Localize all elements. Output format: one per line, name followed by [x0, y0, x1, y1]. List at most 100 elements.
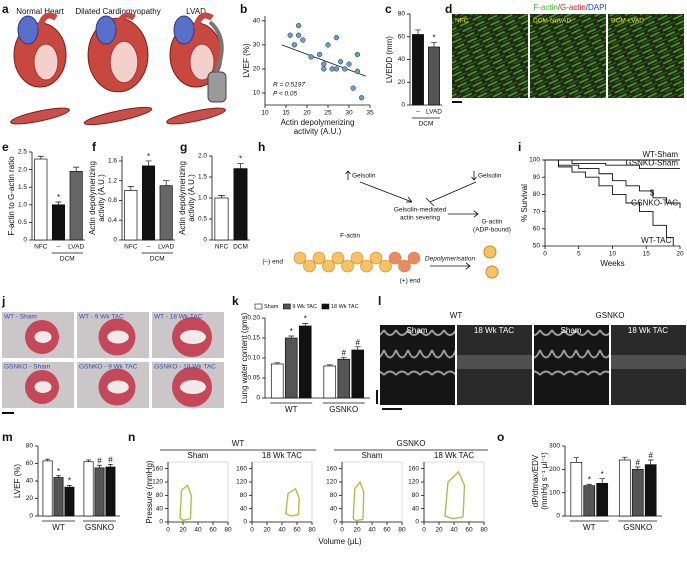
bar [53, 477, 64, 517]
significance: * [432, 34, 435, 43]
bar [42, 460, 53, 517]
x-tick-label: 20 [179, 527, 187, 534]
y-tick-label: 0 [415, 519, 419, 526]
panel-letter: g [180, 140, 187, 154]
micrograph [452, 14, 528, 98]
panel-letter: n [128, 430, 135, 444]
aorta [37, 12, 58, 29]
y-tick-label: 120 [408, 479, 419, 486]
panel-letter: i [518, 140, 521, 154]
significance: # [342, 348, 347, 357]
schematic-label: Normal Heart [16, 7, 64, 16]
y-tick-label: 40 [26, 478, 34, 485]
panel-letter: e [2, 140, 9, 154]
x-tick-label: 10 [609, 251, 617, 258]
y-tick-label: 100 [529, 157, 540, 164]
pv-loop [352, 480, 365, 522]
bar [351, 349, 365, 399]
micrograph-label: NFC [455, 18, 469, 25]
schematic-label: Dilated Cardiomyopathy [75, 7, 160, 16]
histology-label: GSNKO - Sham [4, 364, 50, 371]
point [316, 51, 323, 58]
series-label: WT-Sham [642, 150, 678, 159]
g-actin-label: G-actin [482, 219, 503, 226]
g-actin [483, 245, 497, 259]
y-tick-label: 120 [152, 479, 163, 486]
x-tick-label: 60 [383, 527, 391, 534]
x-axis-label: Actin depolymerizing [281, 118, 355, 127]
group-label: DCM [150, 256, 165, 263]
actin-monomer [369, 251, 383, 265]
actin-monomer [407, 251, 421, 265]
y-tick-label: 0.5 [198, 216, 207, 223]
panel-letter: a [2, 2, 9, 16]
gelsolin-up: Gelsolin [352, 173, 376, 180]
vessel [95, 15, 117, 45]
heart-chamber [189, 43, 215, 81]
actin-monomer [350, 251, 364, 265]
x-axis-label: Weeks [600, 259, 624, 268]
y-tick-label: 20 [26, 495, 34, 502]
scale-bar [382, 408, 402, 410]
x-tick-label: 80 [308, 527, 316, 534]
error-bar [573, 457, 580, 463]
x-tick-label: NFC [34, 244, 48, 251]
x-tick-label: 35 [366, 110, 374, 117]
micrograph-label: DCM-LVAD [611, 18, 644, 25]
significance: * [588, 475, 591, 484]
significance: * [239, 155, 242, 164]
to-g-actin [448, 210, 479, 218]
error-bar [127, 186, 134, 191]
bar [214, 197, 229, 241]
actin-monomer [341, 259, 354, 273]
y-axis-label: activity (A.U.) [97, 174, 106, 222]
panel-letter: b [240, 2, 247, 16]
mmode-band [611, 355, 686, 369]
y-tick-label: 0 [401, 102, 405, 109]
y-tick-label: 80 [412, 492, 420, 499]
gelsolin-down: Gelsolin [478, 173, 502, 180]
echo-label: 18 Wk TAC [474, 326, 514, 335]
actin-monomer [360, 259, 373, 273]
x-tick-label: 0 [250, 527, 254, 534]
y-axis-label: activity (A.U.) [187, 174, 196, 222]
stain-f: F-actin [533, 3, 557, 12]
echo-group: WT [450, 311, 463, 320]
micrograph-label: DCM-NoVAD [533, 18, 571, 25]
significance: * [57, 467, 60, 476]
histology-label: WT - 18 Wk TAC [154, 314, 203, 321]
x-axis-label: activity (A.U.) [294, 127, 342, 136]
y-tick-label: 0.05 [247, 375, 260, 382]
actin-monomer [293, 251, 307, 265]
bar [64, 486, 75, 517]
severing-label: Gelsolin-mediated [394, 207, 447, 214]
error-bar [45, 458, 50, 461]
panel-letter: k [232, 294, 239, 308]
panel-letter: c [385, 2, 392, 16]
y-tick-label: 0.20 [247, 315, 260, 322]
vessel [17, 15, 39, 45]
x-tick-label: 40 [450, 527, 458, 534]
y-tick-label: 80 [330, 492, 338, 499]
up-arrow [345, 170, 351, 180]
bar [124, 190, 138, 241]
y-tick-label: 10 [253, 90, 261, 97]
down-arrow [471, 171, 477, 181]
error-bar [37, 155, 44, 160]
y-axis-label: dP/dtmax/EDV [531, 454, 540, 507]
error-bar [586, 483, 592, 486]
x-tick-label: 25 [324, 110, 332, 117]
actin-monomer [303, 259, 316, 273]
y-axis-label: (mmHg s⁻¹ μl⁻¹) [540, 452, 549, 510]
bar [583, 485, 596, 517]
error-bar [97, 464, 102, 468]
micrograph [530, 14, 606, 98]
x-tick-label: 60 [293, 527, 301, 534]
severing-label: actin severing [400, 215, 440, 222]
x-tick-label: GSNKO [85, 523, 114, 532]
bar [83, 461, 94, 517]
point [354, 51, 361, 58]
x-tick-label: 40 [278, 527, 286, 534]
error-bar [635, 466, 641, 470]
error-bar [73, 166, 80, 172]
